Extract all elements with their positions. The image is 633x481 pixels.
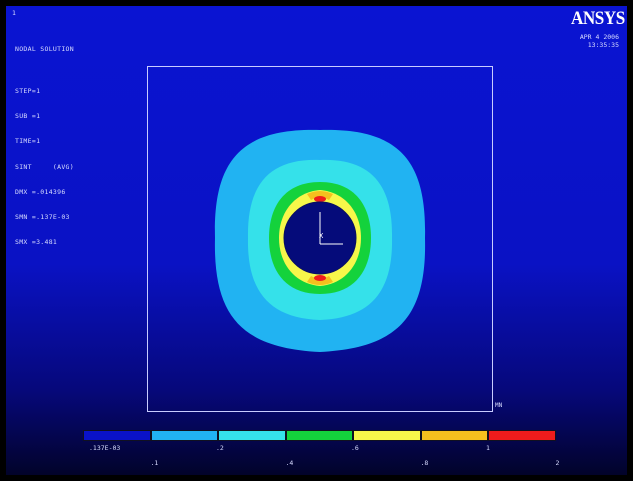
solution-info: NODAL SOLUTION STEP=1 SUB =1 TIME=1 SINT… [15,28,74,263]
legend-swatch [218,430,286,441]
contour-band-red-top [314,196,326,202]
info-line: SMX =3.481 [15,238,58,247]
coordinate-triad-icon [319,212,343,245]
info-line: TIME=1 [15,137,41,146]
info-line: NODAL SOLUTION [15,44,74,53]
legend-label-bottom: .8 [420,459,429,467]
legend-label-top: .137E-03 [89,444,121,452]
legend-label-top: .2 [216,444,224,452]
info-line: DMX =.014396 [15,187,66,196]
info-line: SUB =1 [15,112,41,121]
legend-swatch [420,430,488,441]
graphics-viewport[interactable]: 1 NODAL SOLUTION STEP=1 SUB =1 TIME=1 SI… [6,6,627,475]
legend-swatch [488,430,556,441]
date-label: APR 4 2006 [579,33,619,41]
info-line: SMN =.137E-03 [15,212,70,221]
mx-marker: X [319,232,324,240]
stress-contour-plot[interactable] [147,66,493,412]
legend-swatch [150,430,218,441]
info-line: SINT (AVG) [15,162,74,171]
legend-label-bottom: .4 [285,459,294,467]
time-label: 13:35:35 [587,41,619,50]
legend-label-bottom: 2 [555,459,560,467]
info-line: STEP=1 [15,86,41,95]
timestamp: APR 4 2006 13:35:35 [580,33,619,50]
legend-swatch [353,430,421,441]
legend-label-top: .6 [351,444,359,452]
mn-marker: MN [495,402,503,409]
legend-swatch [83,430,151,441]
legend-label-top: 1 [486,444,490,452]
window-number: 1 [12,9,17,17]
model-frame [147,66,493,412]
legend-swatch [285,430,353,441]
legend-label-bottom: .1 [150,459,159,467]
ansys-logo: ANSYS [571,8,625,29]
contour-band-red-bottom [314,275,326,281]
